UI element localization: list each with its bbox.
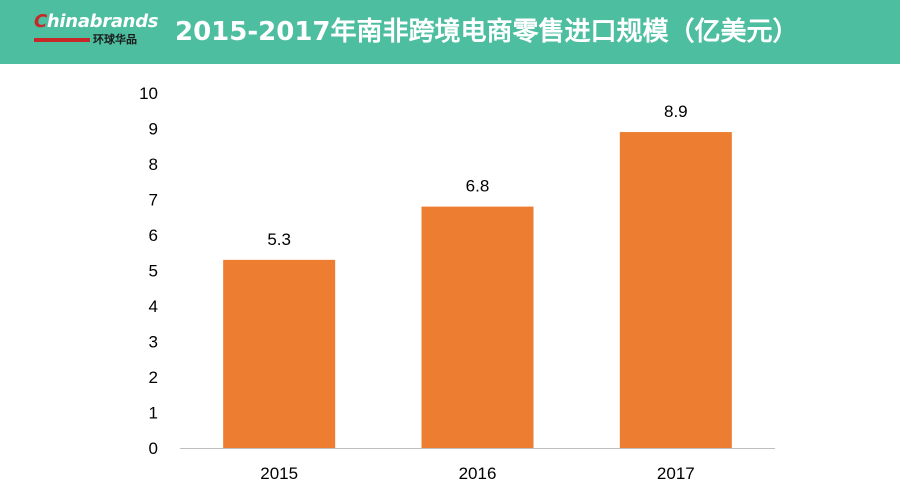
bar-2015 bbox=[223, 259, 336, 448]
logo-underline bbox=[34, 38, 90, 42]
data-label-2015: 5.3 bbox=[267, 230, 291, 249]
y-tick-label: 6 bbox=[149, 226, 158, 245]
x-tick-label-2016: 2016 bbox=[459, 464, 497, 483]
x-axis: 2015 2016 2017 bbox=[260, 464, 694, 483]
data-label-2017: 8.9 bbox=[664, 102, 688, 121]
y-tick-label: 9 bbox=[149, 120, 158, 139]
bar-2016 bbox=[421, 206, 534, 448]
data-label-2016: 6.8 bbox=[466, 177, 490, 196]
y-tick-label: 8 bbox=[149, 155, 158, 174]
y-tick-label: 0 bbox=[149, 439, 158, 458]
x-tick-label-2015: 2015 bbox=[260, 464, 298, 483]
y-tick-label: 1 bbox=[149, 404, 158, 423]
chinabrands-logo: Chinabrands 环球华品 bbox=[34, 11, 159, 52]
x-tick-label-2017: 2017 bbox=[657, 464, 695, 483]
y-tick-label: 3 bbox=[149, 333, 158, 352]
logo-subtitle: 环球华品 bbox=[93, 33, 137, 46]
y-tick-label: 2 bbox=[149, 368, 158, 387]
bar-2017 bbox=[619, 132, 732, 449]
chart-title: 2015-2017年南非跨境电商零售进口规模（亿美元） bbox=[175, 17, 799, 47]
y-axis: 0 1 2 3 4 5 6 7 8 9 10 bbox=[139, 84, 158, 458]
y-tick-label: 10 bbox=[139, 84, 158, 103]
y-tick-label: 5 bbox=[149, 262, 158, 281]
logo-wordmark: Chinabrands bbox=[34, 11, 159, 32]
y-tick-label: 4 bbox=[149, 297, 158, 316]
y-tick-label: 7 bbox=[149, 191, 158, 210]
bar-series: 5.3 6.8 8.9 bbox=[223, 102, 732, 449]
header-bar: Chinabrands 环球华品 2015-2017年南非跨境电商零售进口规模（… bbox=[0, 0, 900, 64]
